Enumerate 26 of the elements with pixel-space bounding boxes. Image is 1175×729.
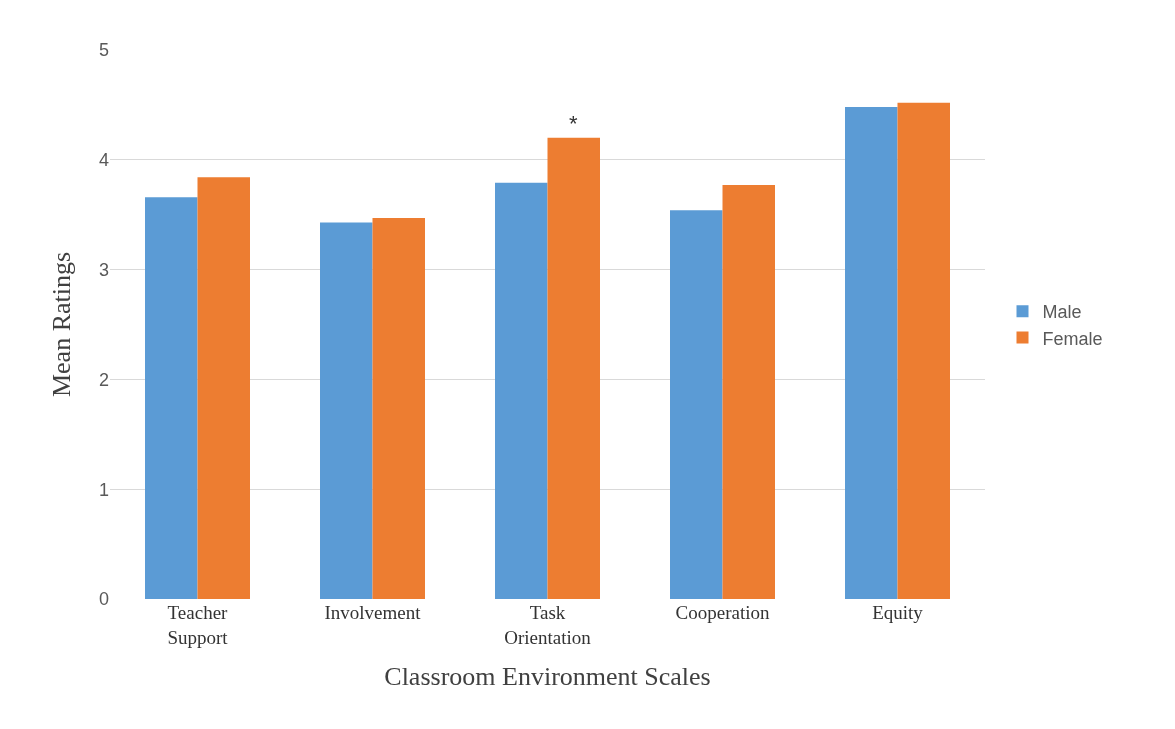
y-axis-title: Mean Ratings [47,251,77,398]
bar [372,217,425,599]
legend-label: Female [1042,328,1103,349]
bar [145,197,198,599]
bar [897,102,950,599]
y-tick-label: 0 [98,589,109,610]
bar [722,185,775,599]
bar [845,107,898,599]
y-tick-label: 2 [98,369,109,390]
x-tick-label: Teacher Support [167,602,229,648]
x-tick-label: Involvement [324,602,422,623]
bar [670,210,723,599]
x-axis-title: Classroom Environment Scales [384,662,711,692]
annotation: * [569,111,578,136]
y-tick-label: 1 [98,479,109,500]
x-tick-label: Cooperation [675,602,770,623]
bar [547,137,600,599]
x-tick-label: Task Orientation [504,602,592,648]
x-tick-label: Equity [872,602,924,623]
y-tick-label: 4 [98,150,109,171]
legend-label: Male [1042,302,1082,323]
y-tick-label: 3 [98,259,109,280]
bar [495,182,548,599]
bar [320,222,373,599]
y-tick-label: 5 [98,40,109,61]
bar [197,177,250,599]
